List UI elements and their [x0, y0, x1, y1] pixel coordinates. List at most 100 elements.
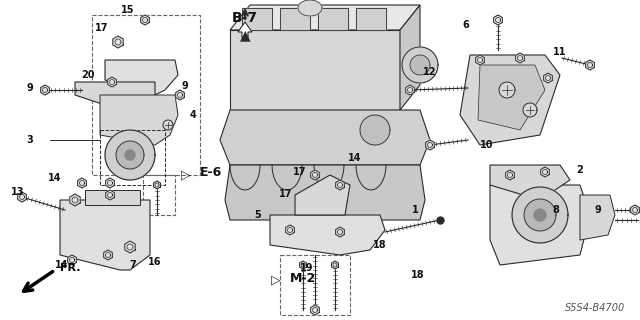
- Text: 14: 14: [55, 260, 68, 270]
- Text: 17: 17: [279, 189, 292, 199]
- Text: 18: 18: [411, 270, 425, 280]
- Polygon shape: [295, 175, 350, 215]
- Polygon shape: [18, 192, 26, 202]
- Polygon shape: [242, 8, 272, 30]
- Text: 9: 9: [595, 205, 602, 215]
- Polygon shape: [85, 190, 140, 205]
- Text: 16: 16: [148, 257, 162, 267]
- Polygon shape: [356, 8, 386, 30]
- Text: M-2: M-2: [290, 271, 316, 284]
- Polygon shape: [493, 15, 502, 25]
- Polygon shape: [285, 225, 294, 235]
- Text: ▷: ▷: [271, 274, 281, 286]
- Polygon shape: [506, 170, 515, 180]
- Polygon shape: [318, 8, 348, 30]
- Text: S5S4-B4700: S5S4-B4700: [564, 303, 625, 313]
- Polygon shape: [332, 261, 339, 269]
- Text: 1: 1: [412, 205, 419, 215]
- Polygon shape: [630, 205, 639, 215]
- Polygon shape: [113, 36, 123, 48]
- Text: 4: 4: [189, 110, 196, 120]
- Polygon shape: [516, 53, 524, 63]
- Text: ▷: ▷: [181, 169, 191, 181]
- Polygon shape: [460, 55, 560, 145]
- Text: 12: 12: [423, 67, 436, 77]
- Polygon shape: [335, 180, 344, 190]
- Text: 14: 14: [348, 153, 362, 163]
- Polygon shape: [163, 120, 173, 130]
- Text: 9: 9: [27, 83, 33, 93]
- Polygon shape: [400, 5, 420, 110]
- Polygon shape: [220, 110, 430, 165]
- Text: 11: 11: [553, 47, 567, 57]
- Polygon shape: [104, 250, 113, 260]
- Text: 2: 2: [577, 165, 584, 175]
- Polygon shape: [541, 167, 549, 177]
- Text: 14: 14: [48, 173, 61, 183]
- Polygon shape: [106, 190, 115, 200]
- Text: 17: 17: [95, 23, 109, 33]
- Polygon shape: [499, 82, 515, 98]
- Polygon shape: [60, 200, 150, 270]
- Polygon shape: [534, 209, 546, 221]
- Polygon shape: [225, 165, 425, 220]
- Polygon shape: [230, 5, 420, 30]
- Polygon shape: [154, 181, 161, 189]
- Polygon shape: [478, 65, 545, 130]
- Text: 13: 13: [12, 187, 25, 197]
- Polygon shape: [476, 55, 484, 65]
- Text: 9: 9: [182, 81, 188, 91]
- Polygon shape: [70, 194, 80, 206]
- Polygon shape: [238, 22, 252, 38]
- Text: 19: 19: [300, 263, 314, 273]
- Polygon shape: [116, 141, 144, 169]
- Polygon shape: [524, 199, 556, 231]
- Text: E-6: E-6: [200, 165, 222, 179]
- Polygon shape: [125, 150, 135, 160]
- Polygon shape: [175, 90, 184, 100]
- Polygon shape: [580, 195, 615, 240]
- Polygon shape: [490, 165, 570, 200]
- Text: 3: 3: [27, 135, 33, 145]
- Text: 15: 15: [121, 5, 135, 15]
- Polygon shape: [490, 185, 590, 265]
- Polygon shape: [270, 215, 385, 255]
- Polygon shape: [406, 85, 414, 95]
- Text: FR.: FR.: [60, 263, 81, 273]
- Polygon shape: [586, 60, 595, 70]
- Polygon shape: [141, 15, 149, 25]
- Polygon shape: [512, 187, 568, 243]
- Polygon shape: [106, 178, 115, 188]
- Polygon shape: [426, 140, 435, 150]
- Polygon shape: [310, 170, 319, 180]
- Text: 6: 6: [463, 20, 469, 30]
- Polygon shape: [298, 0, 322, 16]
- Polygon shape: [402, 47, 438, 83]
- Polygon shape: [125, 241, 135, 253]
- Text: B-7: B-7: [232, 11, 258, 25]
- Polygon shape: [108, 77, 116, 87]
- Polygon shape: [280, 8, 310, 30]
- Polygon shape: [310, 305, 319, 315]
- Text: 8: 8: [552, 205, 559, 215]
- Text: 5: 5: [255, 210, 261, 220]
- Polygon shape: [360, 115, 390, 145]
- Polygon shape: [335, 227, 344, 237]
- Polygon shape: [41, 85, 49, 95]
- Polygon shape: [105, 130, 155, 180]
- Polygon shape: [77, 178, 86, 188]
- Polygon shape: [523, 103, 537, 117]
- Polygon shape: [410, 55, 430, 75]
- Text: 7: 7: [130, 260, 136, 270]
- Text: ▲: ▲: [240, 28, 250, 42]
- Polygon shape: [68, 255, 76, 265]
- Polygon shape: [230, 30, 400, 110]
- Polygon shape: [543, 73, 552, 83]
- Polygon shape: [75, 82, 155, 105]
- Polygon shape: [105, 60, 178, 95]
- Text: 10: 10: [480, 140, 493, 150]
- Text: 18: 18: [373, 240, 387, 250]
- Text: 20: 20: [81, 70, 95, 80]
- Polygon shape: [300, 261, 307, 269]
- Text: 17: 17: [293, 167, 307, 177]
